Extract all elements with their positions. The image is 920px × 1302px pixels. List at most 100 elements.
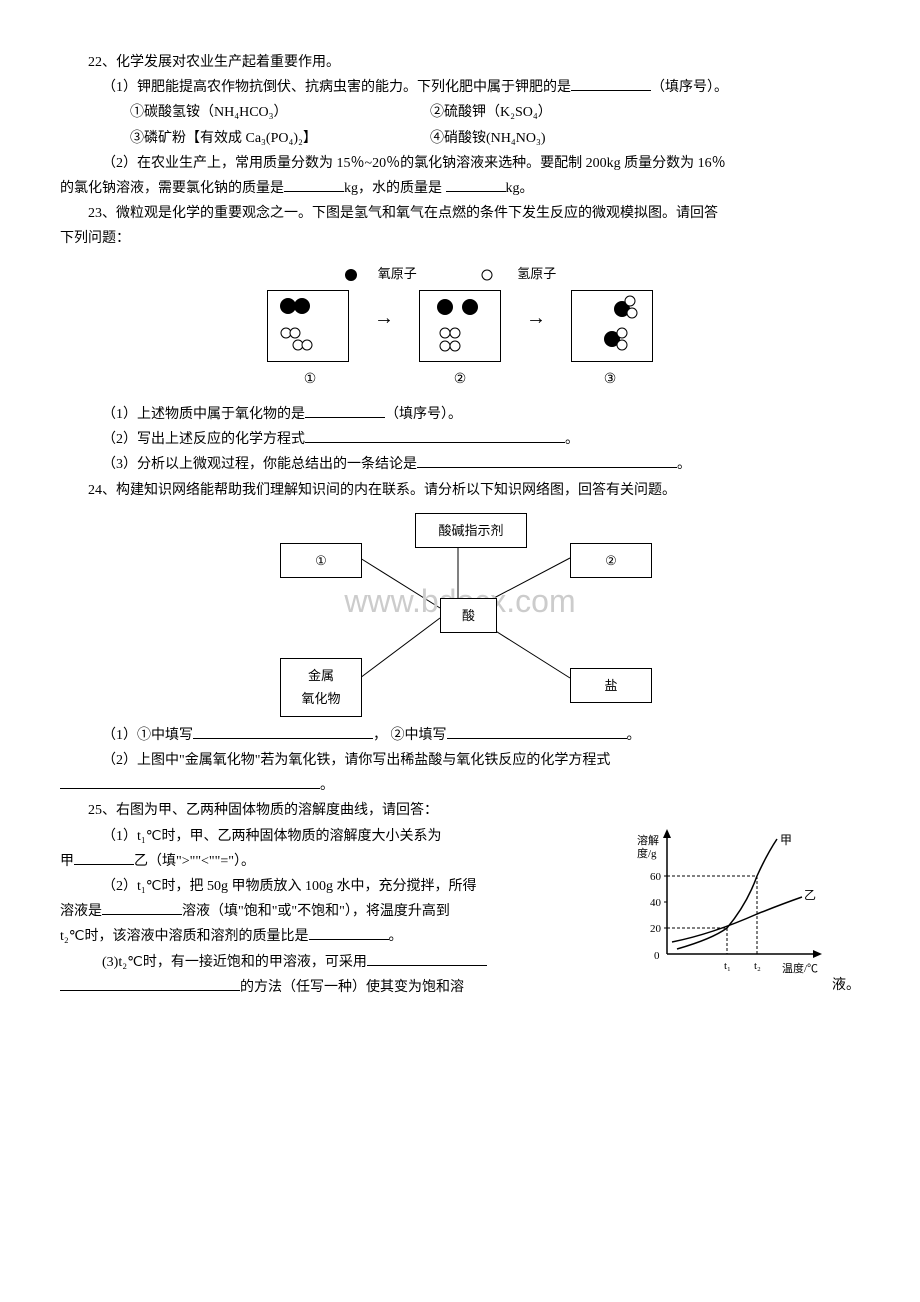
- blank: [447, 738, 627, 739]
- box-3: [571, 290, 653, 362]
- question-24: 24、构建知识网络能帮助我们理解知识间的内在联系。请分析以下知识网络图，回答有关…: [60, 478, 860, 799]
- q22-p2a: （2）在农业生产上，常用质量分数为 15％~20％的氯化钠溶液来选种。要配制 2…: [60, 151, 860, 176]
- q25-p3a: (3)t₂℃时，有一接近饱和的甲溶液，可采用: [102, 955, 367, 970]
- solubility-chart: 溶解 度/g 0 20 40 60 t₁ t₂ 温度/℃: [632, 824, 812, 1000]
- q25-p2d: t₂℃时，该溶液中溶质和溶剂的质量比是: [60, 929, 309, 944]
- svg-text:0: 0: [654, 950, 660, 962]
- q23-title-b: 下列问题：: [60, 226, 860, 251]
- q23-diagram: 氧原子 氢原子 →: [60, 262, 860, 393]
- q25-text-col: （1）t₁℃时，甲、乙两种固体物质的溶解度大小关系为 甲 乙（填">""<""="…: [60, 824, 612, 1000]
- node-indicator: 酸碱指示剂: [415, 513, 527, 548]
- blank: [60, 788, 320, 789]
- svg-text:乙: 乙: [804, 888, 816, 902]
- legend-oxygen: 氧原子: [344, 266, 437, 281]
- q25-body: （1）t₁℃时，甲、乙两种固体物质的溶解度大小关系为 甲乙（填">""<""="…: [60, 824, 860, 1000]
- q25-p1b: 甲: [60, 854, 74, 869]
- q22-opt3: ③磷矿粉【有效成 Ca₃(PO₄)₂】: [130, 126, 430, 151]
- q25-p2-line3: t₂℃时，该溶液中溶质和溶剂的质量比是 。: [60, 924, 612, 949]
- q23-p1-tail: （填序号）。: [385, 407, 462, 422]
- q24-p1b: ， ②中填写: [373, 728, 447, 743]
- q24-p1c: 。: [627, 728, 641, 743]
- q23-title-a: 23、微粒观是化学的重要观念之一。下图是氢气和氧气在点燃的条件下发生反应的微观模…: [60, 201, 860, 226]
- arrow-icon: →: [526, 300, 546, 336]
- q25-p2e: 。: [389, 929, 403, 944]
- q24-p1a: （1）①中填写: [102, 728, 193, 743]
- q22-opt1: ①碳酸氢铵（NH₄HCO₃）: [130, 100, 430, 125]
- svg-text:t₁: t₁: [724, 960, 731, 972]
- legend-o-text: 氧原子: [378, 266, 417, 281]
- q22-p1-tail: （填序号）。: [651, 80, 728, 95]
- node-2: ②: [570, 543, 652, 578]
- q25-p1a: （1）t₁℃时，甲、乙两种固体物质的溶解度大小关系为: [60, 824, 612, 849]
- svg-text:60: 60: [650, 871, 662, 883]
- svg-text:20: 20: [650, 923, 662, 935]
- q25-p3-line1: (3)t₂℃时，有一接近饱和的甲溶液，可采用: [60, 950, 612, 975]
- blank: [446, 191, 506, 192]
- chart-svg: 溶解 度/g 0 20 40 60 t₁ t₂ 温度/℃: [632, 824, 832, 984]
- q24-p2a: （2）上图中"金属氧化物"若为氧化铁，请你写出稀盐酸与氧化铁反应的化学方程式: [60, 748, 860, 773]
- q23-p1: （1）上述物质中属于氧化物的是 （填序号）。: [60, 402, 860, 427]
- q25-p2c: 溶液（填"饱和"或"不饱和"），将温度升高到: [182, 904, 450, 919]
- q22-opt4: ④硝酸铵(NH₄NO₃): [430, 126, 546, 151]
- q22-title: 22、化学发展对农业生产起着重要作用。: [60, 50, 860, 75]
- q24-p1: （1）①中填写 ， ②中填写 。: [60, 723, 860, 748]
- svg-text:40: 40: [650, 897, 662, 909]
- blank: [193, 738, 373, 739]
- q22-p2d: kg。: [506, 181, 534, 196]
- svg-text:甲: 甲: [780, 833, 792, 847]
- node-salt: 盐: [570, 668, 652, 703]
- blank: [309, 939, 389, 940]
- box-2: [419, 290, 501, 362]
- ylabel: 溶解: [637, 833, 659, 847]
- q25-p2a: （2）t₁℃时，把 50g 甲物质放入 100g 水中，充分搅拌，所得: [60, 874, 612, 899]
- blank: [102, 914, 182, 915]
- blank: [74, 864, 134, 865]
- question-25: 25、右图为甲、乙两种固体物质的溶解度曲线，请回答： （1）t₁℃时，甲、乙两种…: [60, 798, 860, 1000]
- q23-p3-text: （3）分析以上微观过程，你能总结出的一条结论是: [102, 457, 417, 472]
- label-1: ①: [270, 367, 350, 392]
- q22-options-row1: ①碳酸氢铵（NH₄HCO₃） ②硫酸钾（K₂SO₄）: [60, 100, 860, 125]
- q24-title: 24、构建知识网络能帮助我们理解知识间的内在联系。请分析以下知识网络图，回答有关…: [60, 478, 860, 503]
- q22-p2b: 的氯化钠溶液，需要氯化钠的质量是: [60, 181, 284, 196]
- blank: [60, 990, 240, 991]
- q22-opt2: ②硫酸钾（K₂SO₄）: [430, 100, 552, 125]
- legend-hydrogen: 氢原子: [480, 266, 576, 281]
- q24-p2b: 。: [320, 778, 334, 793]
- q22-p2c: kg，水的质量是: [344, 181, 446, 196]
- node-metal-oxide: 金属 氧化物: [280, 658, 362, 717]
- label-3: ③: [570, 367, 650, 392]
- q23-legend: 氧原子 氢原子: [267, 262, 653, 285]
- q22-p1-text: （1）钾肥能提高农作物抗倒伏、抗病虫害的能力。下列化肥中属于钾肥的是: [102, 80, 571, 95]
- node-1: ①: [280, 543, 362, 578]
- legend-h-text: 氢原子: [517, 266, 556, 281]
- question-23: 23、微粒观是化学的重要观念之一。下图是氢气和氧气在点燃的条件下发生反应的微观模…: [60, 201, 860, 478]
- q23-p2-tail: 。: [565, 432, 579, 447]
- q25-title: 25、右图为甲、乙两种固体物质的溶解度曲线，请回答：: [60, 798, 860, 823]
- node-acid: 酸: [440, 598, 497, 633]
- q24-p2-line2: 。: [60, 773, 860, 798]
- q22-p1: （1）钾肥能提高农作物抗倒伏、抗病虫害的能力。下列化肥中属于钾肥的是 （填序号）。: [60, 75, 860, 100]
- blank: [284, 191, 344, 192]
- q22-p2-line2: 的氯化钠溶液，需要氯化钠的质量是 kg，水的质量是 kg。: [60, 176, 860, 201]
- label-2: ②: [420, 367, 500, 392]
- q23-p1-text: （1）上述物质中属于氧化物的是: [102, 407, 305, 422]
- q25-p1-line2: 甲 乙（填">""<""="）。: [60, 849, 612, 874]
- blank: [571, 90, 651, 91]
- blank: [417, 467, 677, 468]
- svg-text:温度/℃: 温度/℃: [782, 961, 818, 975]
- q25-p1c: 乙（填">""<""="）。: [134, 854, 255, 869]
- q25-p3b: 的方法（任写一种）使其变为饱和溶: [240, 980, 464, 995]
- q23-p2: （2）写出上述反应的化学方程式。: [60, 427, 860, 452]
- q22-options-row2: ③磷矿粉【有效成 Ca₃(PO₄)₂】 ④硝酸铵(NH₄NO₃): [60, 126, 860, 151]
- blank: [305, 442, 565, 443]
- q25-p2-line2: 溶液是溶液（填"饱和"或"不饱和"），将温度升高到: [60, 899, 612, 924]
- blank: [305, 417, 385, 418]
- svg-text:t₂: t₂: [754, 960, 761, 972]
- question-22: 22、化学发展对农业生产起着重要作用。 （1）钾肥能提高农作物抗倒伏、抗病虫害的…: [60, 50, 860, 201]
- arrow-icon: →: [374, 300, 394, 336]
- q23-boxes: → →: [267, 290, 653, 362]
- q25-p3-line2: 的方法（任写一种）使其变为饱和溶: [60, 975, 612, 1000]
- q23-labels: ① ② ③: [267, 367, 653, 392]
- q23-p3-tail: 。: [677, 457, 691, 472]
- box-1: [267, 290, 349, 362]
